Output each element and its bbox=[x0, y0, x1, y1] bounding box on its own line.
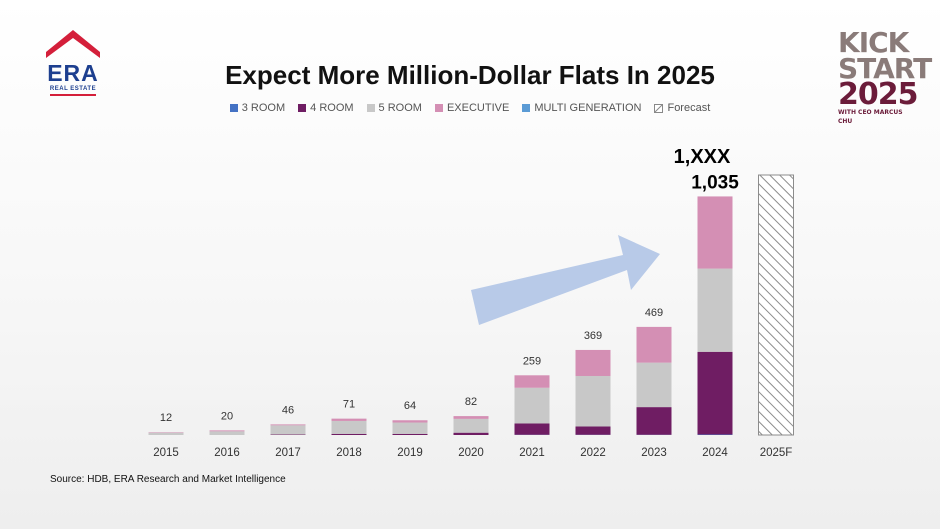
legend-swatch-forecast bbox=[654, 103, 664, 113]
chart-title: Expect More Million-Dollar Flats In 2025 bbox=[225, 60, 715, 90]
bar-segment-2020-5-room bbox=[453, 418, 489, 433]
forecast-label: 1,XXX bbox=[674, 146, 731, 168]
total-label-2022: 369 bbox=[584, 330, 602, 342]
badge-line-1: KICK bbox=[838, 26, 909, 59]
x-tick-2023: 2023 bbox=[641, 447, 667, 459]
badge-line-3: 2025 bbox=[838, 77, 919, 112]
bar-segment-2015-5-room bbox=[148, 432, 184, 435]
bar-segment-2017-5-room bbox=[270, 425, 306, 435]
bar-segment-2019-5-room bbox=[392, 422, 428, 434]
x-tick-2020: 2020 bbox=[458, 447, 484, 459]
legend-label-executive: EXECUTIVE bbox=[446, 102, 510, 114]
bar-segment-2021-executive bbox=[514, 375, 550, 388]
bar-segment-2022-executive bbox=[575, 349, 611, 376]
x-tick-2019: 2019 bbox=[397, 447, 423, 459]
total-label-2018: 71 bbox=[343, 399, 355, 411]
bar-segment-2024-executive bbox=[697, 196, 733, 269]
x-tick-2018: 2018 bbox=[336, 447, 362, 459]
badge-line-2: START bbox=[838, 52, 932, 85]
chart-legend: 3 ROOM 4 ROOM 5 ROOM EXECUTIVE MULTI GEN… bbox=[0, 102, 940, 114]
legend-swatch-5-room bbox=[366, 104, 375, 112]
house-roof-icon bbox=[46, 30, 100, 58]
bar-segment-2018-executive bbox=[331, 418, 367, 421]
era-logo: ERA REAL ESTATE bbox=[44, 30, 102, 96]
bar-segment-2018-5-room bbox=[331, 420, 367, 434]
total-label-2019: 64 bbox=[404, 400, 416, 412]
legend-item-3-room: 3 ROOM bbox=[229, 102, 286, 114]
badge-line-4: WITH CEO MARCUS CHU bbox=[838, 109, 903, 125]
bar-segment-2020-4-room bbox=[453, 432, 489, 435]
legend-item-5-room: 5 ROOM bbox=[366, 102, 422, 114]
total-label-2016: 20 bbox=[221, 410, 233, 422]
legend-swatch-executive bbox=[434, 104, 443, 112]
legend-item-forecast: Forecast bbox=[654, 102, 710, 114]
bar-segment-2024-5-room bbox=[697, 268, 733, 352]
total-label-2024: 1,035 bbox=[691, 172, 739, 193]
x-tick-2022: 2022 bbox=[580, 447, 606, 459]
legend-label-4-room: 4 ROOM bbox=[310, 102, 354, 114]
source-note: Source: HDB, ERA Research and Market Int… bbox=[50, 474, 286, 485]
legend-label-multi-generation: MULTI GENERATION bbox=[534, 102, 642, 114]
logo-underline bbox=[50, 94, 96, 96]
bar-segment-2021-5-room bbox=[514, 387, 550, 424]
bar-segment-2019-4-room bbox=[392, 433, 428, 435]
x-tick-2015: 2015 bbox=[153, 447, 179, 459]
total-label-2017: 46 bbox=[282, 404, 294, 416]
total-label-2023: 469 bbox=[645, 307, 663, 319]
x-tick-2021: 2021 bbox=[519, 447, 545, 459]
x-tick-2016: 2016 bbox=[214, 447, 240, 459]
bar-segment-2019-executive bbox=[392, 420, 428, 423]
bar-segment-2024-4-room bbox=[697, 351, 733, 435]
bar-segment-2020-executive bbox=[453, 416, 489, 419]
legend-item-executive: EXECUTIVE bbox=[434, 102, 510, 114]
logo-sub: REAL ESTATE bbox=[49, 86, 97, 92]
bar-segment-2016-5-room bbox=[209, 431, 245, 435]
total-label-2021: 259 bbox=[523, 355, 541, 367]
legend-swatch-multi-generation bbox=[522, 104, 531, 112]
legend-item-4-room: 4 ROOM bbox=[298, 102, 354, 114]
legend-label-3-room: 3 ROOM bbox=[241, 102, 286, 114]
bar-segment-2018-4-room bbox=[331, 433, 367, 435]
legend-label-forecast: Forecast bbox=[667, 102, 711, 114]
forecast-bar-2025F bbox=[758, 174, 794, 436]
legend-label-5-room: 5 ROOM bbox=[378, 102, 422, 114]
x-tick-2024: 2024 bbox=[702, 447, 728, 459]
growth-arrow bbox=[471, 235, 660, 325]
bar-segment-2023-executive bbox=[636, 326, 672, 363]
bar-segment-2023-4-room bbox=[636, 407, 672, 435]
bar-segment-2022-4-room bbox=[575, 426, 611, 435]
legend-swatch-4-room bbox=[298, 104, 307, 112]
legend-item-multi-generation: MULTI GENERATION bbox=[522, 102, 641, 114]
bar-segment-2022-5-room bbox=[575, 375, 611, 427]
logo-name: ERA bbox=[47, 60, 99, 86]
legend-swatch-3-room bbox=[229, 104, 238, 112]
bar-segment-2016-executive bbox=[209, 430, 245, 432]
kickstart-badge: KICK START 2025 WITH CEO MARCUS CHU bbox=[838, 26, 932, 130]
total-label-2015: 12 bbox=[160, 412, 172, 424]
x-tick-2025F: 2025F bbox=[760, 447, 793, 459]
total-label-2020: 82 bbox=[465, 396, 477, 408]
bar-segment-2023-5-room bbox=[636, 362, 672, 408]
x-tick-2017: 2017 bbox=[275, 447, 301, 459]
bar-segment-2021-4-room bbox=[514, 423, 550, 435]
bar-segment-2017-executive bbox=[270, 424, 306, 426]
